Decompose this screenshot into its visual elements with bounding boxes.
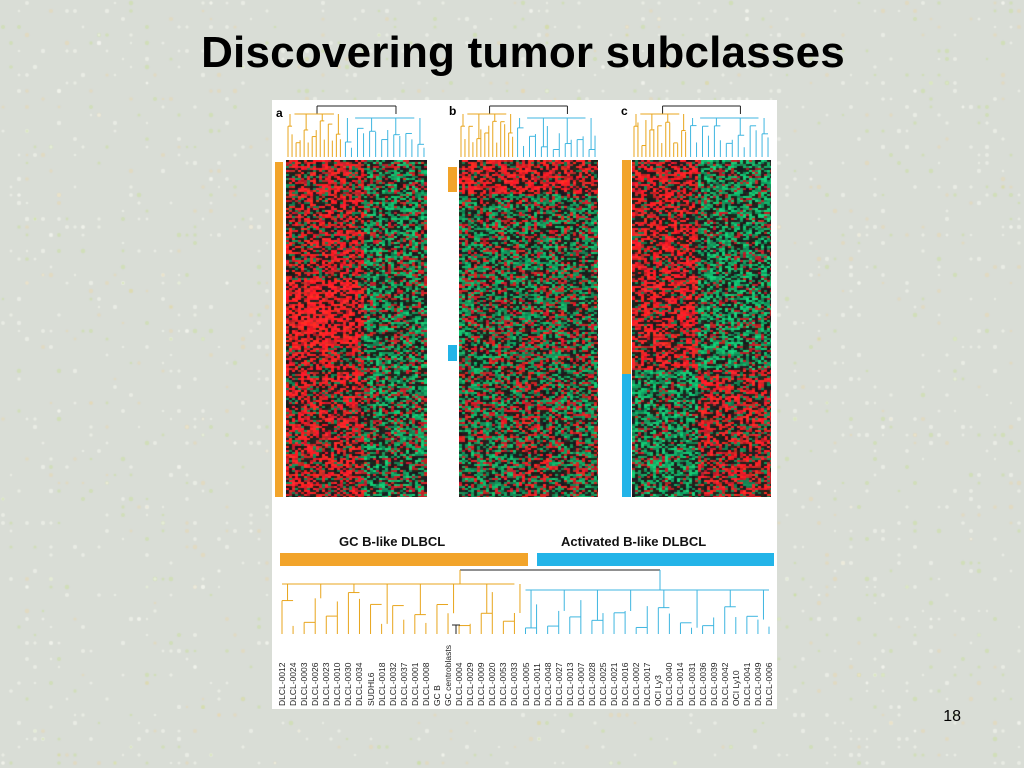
sample-label: OCI Ly3	[653, 675, 664, 706]
sample-label: DLCL-0053	[498, 662, 509, 706]
sample-label: DLCL-0048	[542, 662, 553, 706]
gc-class-label: GC B-like DLBCL	[339, 534, 446, 549]
sample-label: DLCL-0001	[409, 662, 420, 706]
sample-label: DLCL-0033	[509, 662, 520, 706]
activated-side-bar-b	[448, 345, 457, 361]
activated-side-bar-c	[622, 374, 631, 497]
sample-label: SUDHL6	[365, 672, 376, 706]
dlbcl-figure: a b c GC B-like DLBCL Activated B-like D…	[272, 100, 777, 709]
sample-label: DLCL-0049	[752, 662, 763, 706]
sample-label: DLCL-0005	[520, 662, 531, 706]
sample-label: OCI Ly10	[730, 670, 741, 706]
heatmap-b	[459, 160, 598, 497]
panel-letter-b: b	[449, 104, 457, 118]
sample-label: DLCL-0037	[398, 662, 409, 706]
sample-label: DLCL-0018	[376, 662, 387, 706]
heatmap-c	[632, 160, 771, 497]
sample-label: DLCL-0013	[564, 662, 575, 706]
gc-side-bar-c	[622, 160, 631, 374]
sample-label: DLCL-0020	[487, 662, 498, 706]
figure-drawing	[275, 105, 774, 634]
panel-letter-c: c	[621, 104, 628, 118]
sample-label: DLCL-0041	[741, 662, 752, 706]
sample-label: DLCL-0042	[719, 662, 730, 706]
activated-class-bar	[537, 553, 774, 566]
sample-label: DLCL-0016	[620, 662, 631, 706]
sample-label: DLCL-0030	[343, 662, 354, 706]
gc-class-bar	[280, 553, 528, 566]
sample-label: DLCL-0017	[642, 662, 653, 706]
gc-side-bar-a	[275, 162, 283, 497]
sample-label: DLCL-0025	[597, 662, 608, 706]
sample-label: DLCL-0008	[420, 662, 431, 706]
sample-label: DLCL-0039	[708, 662, 719, 706]
sample-label: DLCL-0026	[310, 662, 321, 706]
activated-class-label: Activated B-like DLBCL	[561, 534, 707, 549]
sample-label: DLCL-0007	[575, 662, 586, 706]
page-number: 18	[943, 708, 961, 725]
sample-label: DLCL-0012	[277, 662, 287, 706]
slide-title: Discovering tumor subclasses	[201, 28, 845, 77]
heatmap-a	[286, 160, 427, 497]
gc-side-bar-b	[448, 167, 457, 192]
sample-label: DLCL-0031	[686, 662, 697, 706]
sample-label: DLCL-0034	[354, 662, 365, 706]
sample-label: DLCL-0006	[764, 662, 774, 706]
sample-label: DLCL-0002	[631, 662, 642, 706]
sample-label: DLCL-0010	[332, 662, 343, 706]
sample-label: DLCL-0011	[531, 663, 542, 706]
sample-label: GC centroblasts	[443, 645, 454, 706]
panel-letter-a: a	[276, 106, 283, 120]
sample-label: GC B	[431, 685, 442, 706]
sample-label: DLCL-0004	[454, 662, 465, 706]
sample-label: DLCL-0024	[288, 662, 299, 706]
sample-label: DLCL-0009	[476, 662, 487, 706]
sample-label: DLCL-0003	[299, 662, 310, 706]
sample-label: DLCL-0036	[697, 662, 708, 706]
sample-label: DLCL-0029	[465, 662, 476, 706]
sample-label: DLCL-0028	[586, 662, 597, 706]
sample-label: DLCL-0040	[664, 662, 675, 706]
sample-label: DLCL-0023	[321, 662, 332, 706]
sample-label: DLCL-0014	[675, 662, 686, 706]
sample-label: DLCL-0032	[387, 662, 398, 706]
sample-label: DLCL-0021	[609, 662, 620, 706]
sample-label: DLCL-0027	[553, 662, 564, 706]
